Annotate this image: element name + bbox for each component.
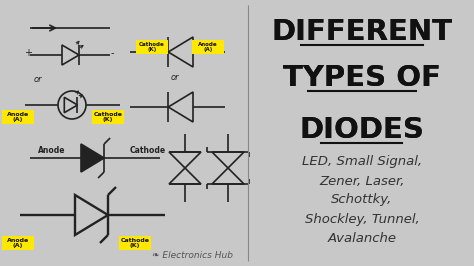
FancyBboxPatch shape	[119, 236, 151, 250]
Text: LED, Small Signal,
Zener, Laser,
Schottky,
Shockley, Tunnel,
Avalanche: LED, Small Signal, Zener, Laser, Schottk…	[302, 156, 422, 244]
Text: Anode
(A): Anode (A)	[7, 112, 29, 122]
Text: Cathode
(K): Cathode (K)	[93, 112, 122, 122]
Polygon shape	[81, 144, 104, 172]
Text: DIODES: DIODES	[300, 116, 424, 144]
Text: DIFFERENT: DIFFERENT	[272, 18, 453, 46]
FancyBboxPatch shape	[192, 40, 224, 54]
Text: ❧ Electronics Hub: ❧ Electronics Hub	[153, 251, 234, 260]
Text: +: +	[24, 48, 32, 58]
Text: Cathode: Cathode	[130, 146, 166, 155]
Text: Anode: Anode	[38, 146, 66, 155]
Text: DIFFERENT: DIFFERENT	[272, 18, 453, 46]
Text: TYPES OF: TYPES OF	[283, 64, 441, 92]
Text: or: or	[171, 73, 179, 82]
FancyBboxPatch shape	[92, 110, 124, 124]
Text: Anode
(A): Anode (A)	[198, 42, 218, 52]
FancyBboxPatch shape	[2, 110, 34, 124]
Text: TYPES OF: TYPES OF	[283, 64, 441, 92]
FancyBboxPatch shape	[136, 40, 168, 54]
Text: Cathode
(K): Cathode (K)	[120, 238, 149, 248]
Text: Cathode
(K): Cathode (K)	[139, 42, 165, 52]
Text: DIODES: DIODES	[300, 116, 424, 144]
FancyBboxPatch shape	[2, 236, 34, 250]
Text: -: -	[110, 48, 114, 58]
Text: Anode
(A): Anode (A)	[7, 238, 29, 248]
Text: or: or	[34, 75, 42, 84]
